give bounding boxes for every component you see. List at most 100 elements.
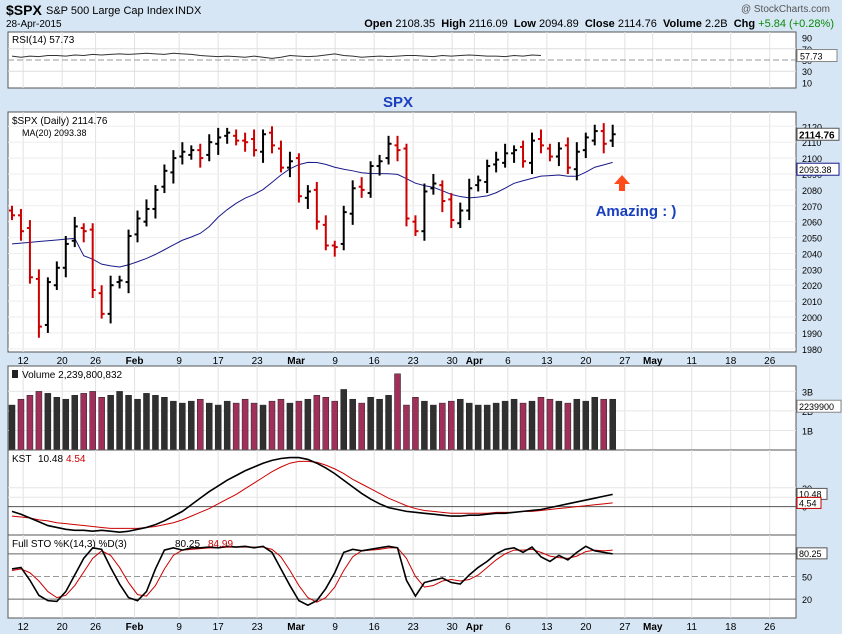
ma-value-label: 2093.38 (799, 165, 832, 175)
volume-bar (277, 398, 285, 451)
date-label: 28-Apr-2015 (6, 19, 62, 30)
price-bar (233, 129, 240, 146)
volume-bar (89, 391, 96, 451)
index-name: S&P 500 Large Cap Index (46, 5, 174, 17)
price-bar (591, 124, 598, 146)
volume-value-label: 2239900 (799, 402, 834, 412)
volume-bar (268, 400, 276, 451)
sto-x-tick-label: 9 (176, 622, 182, 633)
price-x-tick-label: 12 (18, 356, 30, 367)
price-x-tick-label: 9 (332, 356, 338, 367)
price-x-tick-label: Mar (287, 356, 305, 367)
sto-x-tick-label: 6 (505, 622, 511, 633)
price-bar (134, 210, 141, 243)
price-x-tick-label: 20 (57, 356, 69, 367)
price-bar (376, 154, 383, 176)
sto-x-tick-label: 16 (369, 622, 381, 633)
sto-x-tick-label: 30 (447, 622, 459, 633)
price-bar (224, 127, 231, 144)
sto-x-tick-label: 12 (18, 622, 30, 633)
price-tick-label: 2110 (802, 138, 821, 148)
exchange-label: INDX (175, 5, 202, 17)
volume-bar (223, 400, 231, 451)
price-x-tick-label: 18 (725, 356, 737, 367)
volume-bar (501, 400, 509, 451)
volume-tick-label: 1B (802, 426, 813, 436)
volume-bar (214, 404, 222, 451)
price-bar (331, 240, 338, 257)
price-bar (98, 285, 105, 319)
price-bar (421, 183, 428, 241)
price-tick-label: 2100 (802, 154, 822, 164)
kst-line (11, 456, 613, 533)
volume-bar (385, 395, 392, 451)
volume-bar (304, 398, 312, 451)
volume-bar (340, 389, 347, 451)
price-legend: $SPX (Daily) 2114.76 (12, 116, 108, 127)
price-bar (116, 275, 123, 289)
volume-bar (412, 397, 419, 451)
volume-bar (116, 391, 123, 451)
rsi-value-label: 57.73 (800, 52, 823, 62)
price-x-tick-label: 23 (252, 356, 264, 367)
sto-x-tick-label: 20 (580, 622, 592, 633)
price-bar (403, 143, 410, 227)
price-bar (493, 151, 500, 173)
sto-x-tick-label: 18 (725, 622, 737, 633)
price-x-tick-label: 27 (619, 356, 631, 367)
volume-bar (528, 400, 536, 451)
rsi-legend: RSI(14) 57.73 (12, 35, 75, 46)
kst-legend-kst: 10.48 (38, 454, 63, 465)
price-tick-label: 1990 (802, 329, 822, 339)
volume-bar (98, 397, 105, 451)
price-bar (582, 132, 589, 159)
volume-bar (143, 393, 150, 451)
volume-bar (457, 398, 464, 451)
sto-x-tick-label: 23 (408, 622, 420, 633)
price-bar (188, 145, 195, 160)
price-bar (340, 205, 347, 251)
price-bar (26, 220, 33, 284)
price-bar (466, 178, 473, 221)
price-x-tick-label: 26 (764, 356, 776, 367)
ma20-line (11, 161, 613, 268)
volume-bar (232, 402, 240, 451)
volume-bar (394, 373, 401, 451)
volume-tick-label: 3B (802, 387, 813, 397)
volume-bar (152, 395, 159, 451)
price-panel (7, 111, 797, 353)
volume-bar (367, 397, 374, 451)
volume-bar (26, 395, 34, 451)
price-x-tick-label: 11 (687, 356, 698, 367)
sto-x-tick-label: Apr (466, 622, 483, 633)
price-bar (295, 153, 302, 203)
volume-bar (259, 404, 267, 451)
price-bar (313, 181, 320, 230)
price-bar (367, 161, 374, 198)
price-bar (394, 135, 401, 162)
sto-tick-label: 20 (802, 595, 812, 605)
price-bar (349, 180, 356, 225)
price-x-tick-label: 16 (369, 356, 381, 367)
volume-bar (403, 404, 410, 451)
price-bar (125, 229, 132, 294)
price-bar (457, 202, 464, 229)
price-x-tick-label: 9 (176, 356, 182, 367)
sto-value-label: 80.25 (799, 549, 822, 559)
price-x-tick-label: May (643, 356, 663, 367)
price-tick-label: 2020 (802, 281, 822, 291)
price-bar (35, 269, 42, 338)
price-bar (520, 140, 527, 168)
price-bar (269, 126, 275, 154)
price-bar (170, 150, 177, 184)
price-bar (206, 134, 213, 162)
kst-signal-value-box (796, 496, 822, 509)
volume-bar (483, 404, 491, 451)
kst-panel (7, 449, 797, 536)
volume-bar (188, 400, 195, 451)
volume-bar (331, 400, 339, 451)
kst-legend-signal: 4.54 (66, 454, 86, 465)
volume-bar (35, 391, 43, 451)
volume-bar (71, 395, 79, 451)
volume-legend: Volume 2,239,800,832 (22, 370, 123, 381)
